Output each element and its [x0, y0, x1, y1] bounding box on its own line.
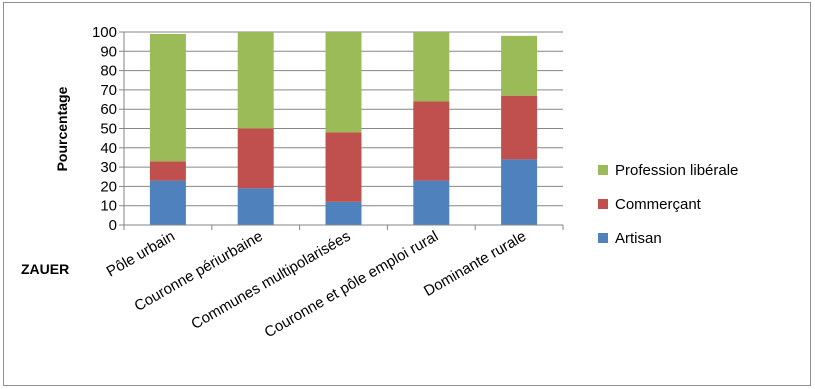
legend-label: Commerçant: [615, 196, 702, 213]
y-tick-label: 80: [100, 63, 117, 80]
y-tick-label: 40: [100, 140, 117, 157]
axes: [123, 32, 563, 226]
y-tick-label: 10: [100, 198, 117, 215]
bar-segment: [149, 161, 186, 181]
bar-segment: [237, 128, 274, 189]
y-axis-ticks: 0 10 20 30 40 50 60 70 80 90 100: [92, 24, 124, 234]
y-tick-label: 90: [100, 43, 117, 60]
chart-frame: [3, 2, 811, 386]
legend-swatch: [598, 199, 608, 209]
bar-segment: [501, 35, 538, 96]
bar-segment: [237, 188, 274, 225]
y-tick-label: 100: [92, 24, 117, 41]
x-axis-label: ZAUER: [21, 261, 69, 277]
y-tick-label: 50: [100, 121, 117, 138]
bar-segment: [325, 201, 362, 225]
bar-segment: [149, 180, 186, 225]
y-tick-label: 20: [100, 178, 117, 195]
legend-swatch: [598, 233, 608, 243]
y-axis-label: Pourcentage: [54, 86, 70, 171]
bar-segment: [501, 159, 538, 225]
y-tick-label: 70: [100, 82, 117, 99]
bar-segment: [325, 132, 362, 202]
bar-segment: [237, 32, 274, 129]
legend: Artisan Commerçant Profession libérale: [598, 162, 738, 247]
bar-segment: [325, 32, 362, 133]
bar-segment: [413, 180, 450, 225]
bars: [149, 32, 538, 225]
bar-segment: [413, 32, 450, 102]
x-tick-label: Pôle urbain: [104, 228, 178, 281]
legend-label: Artisan: [615, 230, 662, 247]
bar-segment: [149, 33, 186, 162]
y-tick-label: 60: [100, 101, 117, 118]
y-tick-label: 30: [100, 159, 117, 176]
y-tick-label: 0: [109, 217, 117, 234]
legend-swatch: [598, 165, 608, 175]
legend-label: Profession libérale: [615, 162, 738, 179]
x-tick-label: Communes multipolarisées: [188, 228, 353, 333]
bar-segment: [501, 95, 538, 160]
x-tick-label: Couronne et pôle emploi rural: [262, 228, 442, 342]
bar-segment: [413, 101, 450, 181]
